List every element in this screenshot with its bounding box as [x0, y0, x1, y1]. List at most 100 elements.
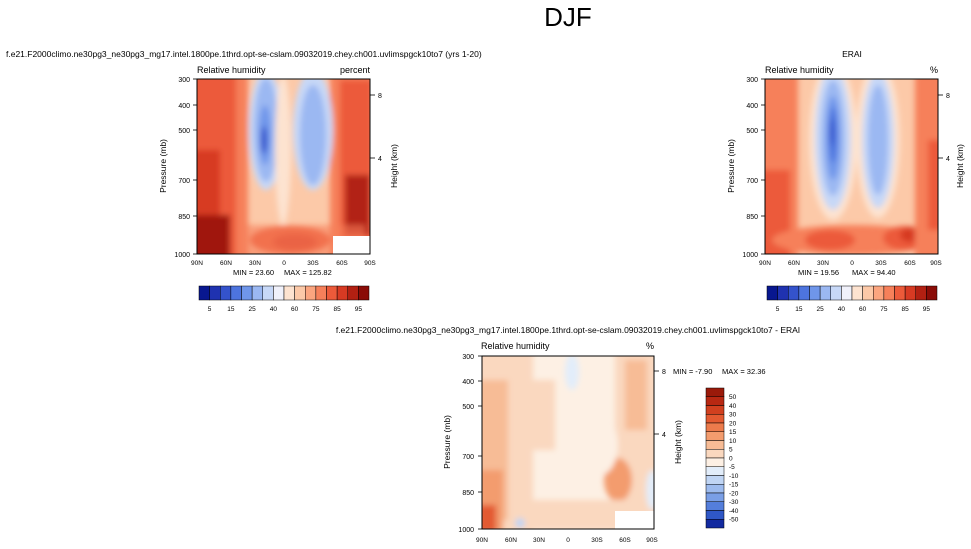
- panel-obs-min: MIN = 19.56: [798, 268, 839, 277]
- xtick-label: 30S: [591, 537, 603, 544]
- colorbar-swatch: [705, 440, 725, 450]
- colorbar-label: -20: [729, 490, 739, 497]
- ytick-right-label: 8: [378, 93, 382, 100]
- colorbar-label: 50: [729, 394, 737, 401]
- panel-model-left-ticks: [193, 78, 375, 255]
- xtick-label: 60S: [904, 260, 916, 267]
- ytick-label: 700: [178, 178, 190, 185]
- colorbar-label: -10: [729, 473, 739, 480]
- colorbar-swatch: [705, 484, 725, 494]
- xtick-label: 90S: [646, 537, 658, 544]
- colorbar-label: 40: [270, 306, 278, 313]
- colorbar-label: 75: [880, 306, 888, 313]
- colorbar-label: -50: [729, 517, 739, 524]
- xtick-label: 60N: [505, 537, 517, 544]
- colorbar-label: -30: [729, 499, 739, 506]
- panel-diff-max: MAX = 32.36: [722, 367, 766, 376]
- colorbar-label: 5: [208, 306, 212, 313]
- panel-diff-ylabel: Pressure (mb): [442, 415, 452, 469]
- ytick-label: 400: [462, 379, 474, 386]
- xtick-label: 30N: [249, 260, 261, 267]
- panel-diff-field: [482, 356, 654, 529]
- colorbar-label: 15: [227, 306, 235, 313]
- colorbar-swatch: [273, 285, 285, 301]
- xtick-label: 60N: [220, 260, 232, 267]
- colorbar-label: 15: [729, 429, 737, 436]
- colorbar-label: -15: [729, 482, 739, 489]
- panel-model-ylabel-right: Height (km): [389, 144, 399, 188]
- colorbar-swatch: [777, 285, 789, 301]
- colorbar-label: 60: [859, 306, 867, 313]
- panel-obs-field: [765, 79, 938, 254]
- colorbar-swatch: [705, 475, 725, 485]
- ytick-label: 850: [178, 214, 190, 221]
- colorbar-label: 40: [838, 306, 846, 313]
- panel-obs-max: MAX = 94.40: [852, 268, 896, 277]
- colorbar-swatch: [798, 285, 810, 301]
- panel-diff-units: %: [646, 341, 654, 351]
- ytick-label: 500: [178, 128, 190, 135]
- xtick-label: 30S: [875, 260, 887, 267]
- panel-diff-ylabel-right: Height (km): [673, 420, 683, 464]
- panel-model: f.e21.F2000climo.ne30pg3_ne30pg3_mg17.in…: [6, 49, 482, 313]
- colorbar-swatch: [819, 285, 831, 301]
- colorbar-label: 0: [729, 455, 733, 462]
- colorbar-swatch: [283, 285, 295, 301]
- colorbar-swatch: [209, 285, 221, 301]
- colorbar-label: 30: [729, 412, 737, 419]
- panel-obs-ylabel-right: Height (km): [955, 144, 965, 188]
- colorbar-label: 95: [355, 306, 363, 313]
- colorbar-swatch: [705, 457, 725, 467]
- colorbar-swatch: [241, 285, 253, 301]
- panel-diff-variable: Relative humidity: [481, 341, 550, 351]
- xtick-label: 60S: [619, 537, 631, 544]
- ytick-right-label: 4: [662, 432, 666, 439]
- colorbar-label: 25: [248, 306, 256, 313]
- colorbar-label: 60: [291, 306, 299, 313]
- colorbar-swatch: [904, 285, 916, 301]
- colorbar-label: -5: [729, 464, 735, 471]
- colorbar-swatch: [809, 285, 821, 301]
- panel-model-xticks: 90N 60N 30N 0 30S 60S 90S: [191, 260, 376, 267]
- colorbar-swatch: [915, 285, 927, 301]
- panel-model-colorbar: [198, 285, 370, 301]
- panel-diff-colorbar: [705, 387, 725, 529]
- panel-obs: ERAI Relative humidity %: [726, 49, 965, 313]
- ytick-label: 850: [462, 490, 474, 497]
- colorbar-label: -40: [729, 508, 739, 515]
- ytick-label: 1000: [174, 252, 190, 259]
- colorbar-swatch: [705, 387, 725, 397]
- panel-model-case-title: f.e21.F2000climo.ne30pg3_ne30pg3_mg17.in…: [6, 49, 482, 59]
- panel-obs-frame: [764, 78, 939, 255]
- xtick-label: 90S: [930, 260, 942, 267]
- ytick-right-label: 4: [378, 156, 382, 163]
- colorbar-swatch: [705, 449, 725, 459]
- xtick-label: 30N: [533, 537, 545, 544]
- xtick-label: 60N: [788, 260, 800, 267]
- colorbar-swatch: [883, 285, 895, 301]
- xtick-label: 90S: [364, 260, 376, 267]
- xtick-label: 0: [282, 260, 286, 267]
- colorbar-swatch: [294, 285, 306, 301]
- colorbar-swatch: [873, 285, 885, 301]
- colorbar-label: 40: [729, 403, 737, 410]
- colorbar-swatch: [262, 285, 274, 301]
- xtick-label: 30N: [817, 260, 829, 267]
- ytick-label: 300: [746, 77, 758, 84]
- figure-title: DJF: [544, 2, 592, 32]
- colorbar-swatch: [326, 285, 338, 301]
- colorbar-label: 20: [729, 420, 737, 427]
- panel-model-frame: [196, 78, 371, 255]
- colorbar-swatch: [230, 285, 242, 301]
- panel-obs-variable: Relative humidity: [765, 65, 834, 75]
- colorbar-label: 5: [776, 306, 780, 313]
- ytick-right-label: 8: [662, 369, 666, 376]
- ytick-label: 1000: [458, 527, 474, 534]
- panel-model-colorbar-labels: 5 15 25 40 60 75 85 95: [208, 306, 363, 313]
- colorbar-swatch: [347, 285, 359, 301]
- colorbar-swatch: [705, 414, 725, 424]
- panel-diff-left-ticks: [478, 355, 659, 530]
- panel-obs-left-ticks: [761, 78, 943, 255]
- panel-model-ylabel: Pressure (mb): [158, 139, 168, 193]
